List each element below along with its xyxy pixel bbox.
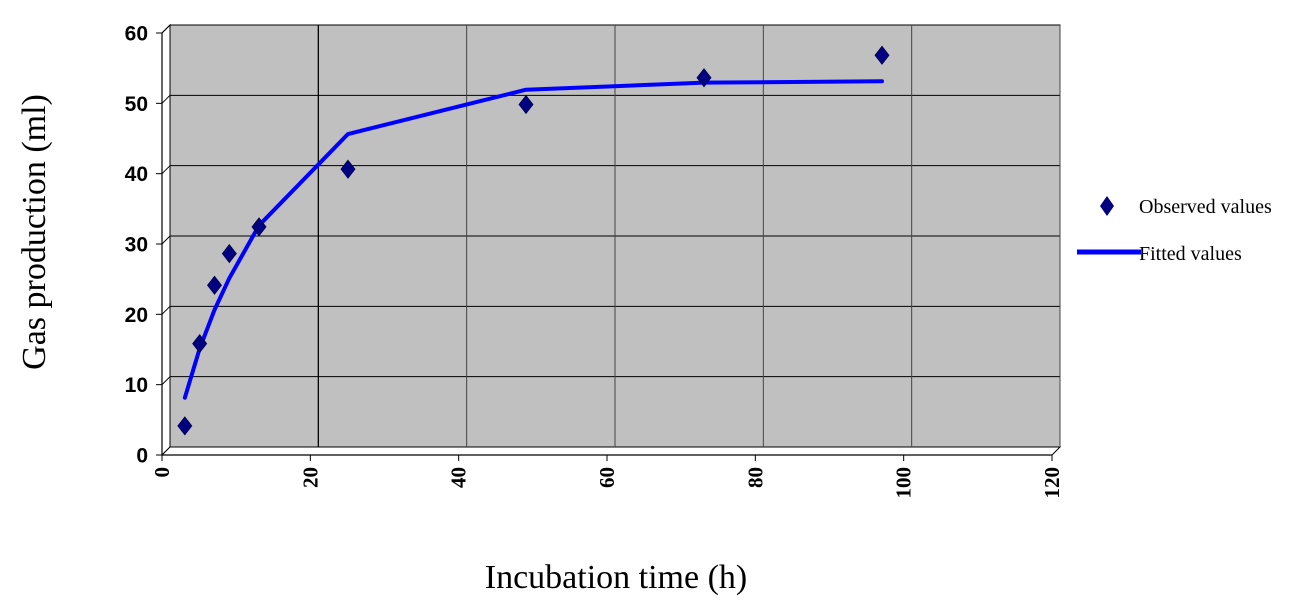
x-tick-label: 20 [298,467,322,488]
y-gridline-depth [161,235,171,245]
y-gridline-depth [161,24,171,34]
y-tick-label: 30 [125,234,148,257]
x-tick-label: 60 [595,467,619,488]
legend-fitted-label: Fitted values [1139,243,1242,265]
y-tick-label: 0 [136,445,148,468]
y-tick-label: 10 [125,374,148,397]
y-tick-label: 40 [125,163,148,186]
y-gridline-depth [161,305,171,315]
y-gridline-depth [161,94,171,104]
legend-observed-marker [1100,196,1114,216]
data-series [177,45,890,436]
x-tick-label: 120 [1040,467,1064,499]
x-tick-label: 0 [150,467,174,478]
floor-wall [160,446,1062,456]
observed-point [251,217,267,237]
observed-point [221,243,237,264]
observed-point [696,68,712,88]
observed-point [340,159,356,179]
observed-point [206,275,223,295]
x-axis-title: Incubation time (h) [485,559,747,596]
y-gridline-depth [161,165,171,175]
x-tick-label: 80 [743,467,767,488]
y-tick-label: 60 [125,23,148,46]
axes: 0 10 20 30 40 50 60 0 20 40 60 80 100 120 [125,23,1064,499]
observed-point [192,333,208,354]
y-tick-label: 50 [125,93,148,116]
observed-point [874,45,890,65]
x-tick-label: 40 [447,467,471,488]
observed-point [177,416,193,436]
x-tick-label: 100 [892,467,916,499]
observed-point [518,94,534,115]
y-tick-label: 20 [125,304,148,327]
legend: Observed values Fitted values [1077,196,1272,265]
legend-observed-label: Observed values [1139,196,1272,218]
plot-area [160,23,1062,457]
y-gridline-depth [161,376,171,386]
y-axis-title: Gas production (ml) [16,94,53,370]
